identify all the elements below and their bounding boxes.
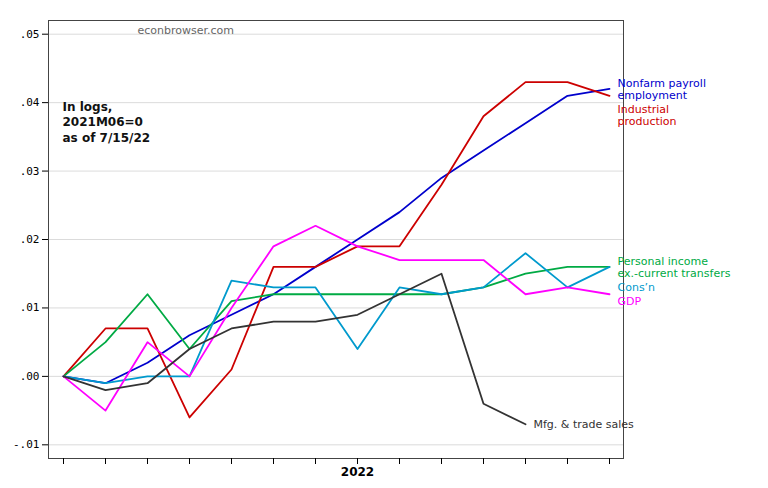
svg-text:GDP: GDP xyxy=(618,295,642,308)
svg-text:-.01: -.01 xyxy=(13,438,40,451)
svg-text:2022: 2022 xyxy=(341,465,374,479)
svg-text:.04: .04 xyxy=(20,96,40,109)
svg-text:Mfg. & trade sales: Mfg. & trade sales xyxy=(534,418,635,431)
svg-text:.02: .02 xyxy=(20,233,40,246)
svg-text:econbrowser.com: econbrowser.com xyxy=(138,24,235,37)
svg-text:.01: .01 xyxy=(20,301,40,314)
svg-text:.03: .03 xyxy=(20,165,40,178)
svg-text:In logs,2021M06=0as of 7/15/22: In logs,2021M06=0as of 7/15/22 xyxy=(63,100,151,145)
svg-text:.05: .05 xyxy=(20,28,40,41)
svg-text:.00: .00 xyxy=(20,370,40,383)
svg-text:Personal incomeex.-current tra: Personal incomeex.-current transfers xyxy=(618,255,731,280)
svg-text:Nonfarm payrollemployment: Nonfarm payrollemployment xyxy=(618,77,706,102)
svg-text:Cons’n: Cons’n xyxy=(618,281,656,294)
svg-text:Industrialproduction: Industrialproduction xyxy=(618,103,677,128)
